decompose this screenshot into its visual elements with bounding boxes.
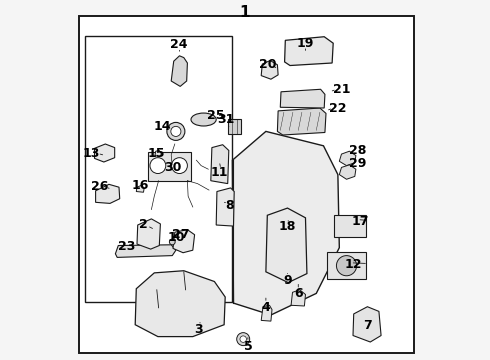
Text: 18: 18	[279, 220, 296, 233]
Text: 5: 5	[244, 340, 252, 353]
Polygon shape	[116, 245, 176, 257]
Circle shape	[240, 336, 246, 342]
Text: 12: 12	[344, 258, 362, 271]
Text: 28: 28	[348, 144, 366, 157]
Text: 14: 14	[153, 120, 171, 132]
Text: 23: 23	[118, 240, 135, 253]
Bar	[327, 252, 366, 279]
Circle shape	[170, 239, 175, 245]
Text: 13: 13	[82, 147, 99, 159]
Text: 11: 11	[211, 166, 228, 179]
Polygon shape	[211, 145, 229, 184]
Circle shape	[172, 158, 187, 174]
Text: 17: 17	[351, 215, 369, 228]
Bar	[148, 152, 191, 181]
Bar	[334, 215, 366, 237]
Polygon shape	[216, 188, 234, 226]
Text: 15: 15	[148, 147, 166, 159]
Polygon shape	[280, 89, 325, 108]
Polygon shape	[137, 219, 160, 249]
Text: 4: 4	[262, 301, 270, 314]
Text: 8: 8	[225, 199, 234, 212]
Circle shape	[150, 158, 166, 174]
Polygon shape	[96, 184, 120, 203]
Text: 19: 19	[297, 37, 314, 50]
Text: 1: 1	[240, 5, 250, 20]
Text: 16: 16	[131, 179, 148, 192]
Polygon shape	[171, 56, 187, 86]
Polygon shape	[261, 60, 278, 79]
Ellipse shape	[191, 113, 216, 126]
Text: 24: 24	[170, 39, 187, 51]
Text: 2: 2	[139, 219, 148, 231]
Polygon shape	[232, 131, 339, 315]
Text: 22: 22	[329, 102, 346, 114]
Polygon shape	[277, 108, 326, 135]
Text: 10: 10	[168, 231, 185, 244]
Polygon shape	[353, 307, 381, 342]
Text: 20: 20	[259, 58, 276, 71]
Text: 25: 25	[207, 109, 225, 122]
Bar	[85, 36, 232, 302]
Text: 9: 9	[283, 274, 292, 287]
Text: 27: 27	[172, 228, 190, 240]
Text: 29: 29	[348, 157, 366, 170]
Polygon shape	[155, 150, 162, 157]
Circle shape	[237, 333, 250, 346]
Polygon shape	[135, 271, 225, 337]
Text: 21: 21	[333, 83, 350, 96]
Circle shape	[337, 256, 357, 276]
Polygon shape	[339, 151, 356, 166]
Text: 3: 3	[195, 323, 203, 336]
Polygon shape	[339, 165, 356, 179]
Polygon shape	[261, 305, 272, 321]
Polygon shape	[291, 290, 305, 306]
Text: 31: 31	[218, 113, 235, 126]
Polygon shape	[95, 144, 115, 162]
Text: 6: 6	[294, 287, 303, 300]
Circle shape	[171, 126, 181, 136]
Polygon shape	[173, 230, 195, 253]
Polygon shape	[285, 37, 333, 66]
Text: 26: 26	[91, 180, 108, 193]
Text: 7: 7	[363, 319, 372, 332]
Text: 30: 30	[164, 161, 182, 174]
Circle shape	[167, 122, 185, 140]
Polygon shape	[266, 208, 307, 283]
Bar	[228, 119, 242, 134]
Polygon shape	[136, 185, 144, 192]
